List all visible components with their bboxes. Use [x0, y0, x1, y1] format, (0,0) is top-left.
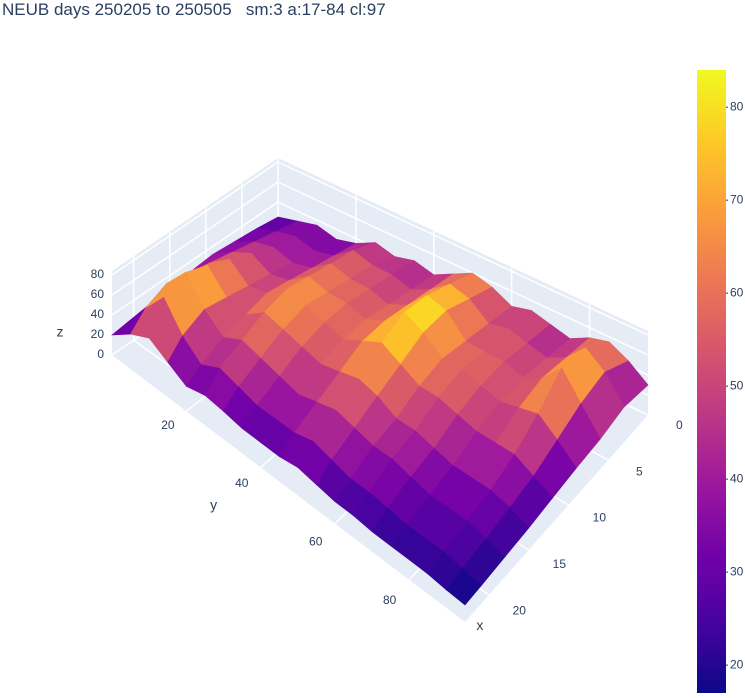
y-tick-label: 40: [235, 476, 249, 490]
colorbar-tick-label: 60: [730, 285, 744, 299]
grid-line: [111, 181, 279, 296]
colorbar: [697, 70, 726, 693]
x-tick-label: 0: [676, 418, 683, 432]
z-tick-label: 20: [91, 327, 105, 341]
scene: 0 5 10 15 20 20 40 60 80 0 20 40 60 80 x y z: [57, 158, 683, 633]
y-axis-title: y: [210, 496, 217, 512]
colorbar-tick-label: 50: [730, 378, 744, 392]
grid-line: [111, 201, 279, 316]
y-tick-label: 60: [309, 535, 323, 549]
x-tick-label: 20: [513, 603, 527, 617]
z-axis-title: z: [57, 324, 64, 340]
z-tick-label: 60: [91, 287, 105, 301]
x-tick-label: 15: [553, 557, 567, 571]
z-tick-label: 80: [91, 267, 105, 281]
x-axis-title: x: [476, 617, 483, 633]
z-tick-label: 40: [91, 307, 105, 321]
colorbar-tick-label: 40: [730, 471, 744, 485]
colorbar-tick-label: 70: [730, 192, 744, 206]
x-tick-label: 10: [593, 511, 607, 525]
grid-line: [111, 161, 279, 276]
y-tick-label: 20: [161, 418, 175, 432]
grid-line: [277, 161, 649, 336]
colorbar-tick-label: 80: [730, 99, 744, 113]
y-tick-label: 80: [383, 593, 397, 607]
colorbar-tick-label: 20: [730, 657, 744, 671]
grid-line: [277, 181, 649, 356]
z-tick-label: 0: [97, 347, 104, 361]
surface-cell: [445, 567, 482, 606]
x-tick-label: 5: [636, 464, 643, 478]
colorbar-tick-label: 30: [730, 564, 744, 578]
chart-title: NEUB days 250205 to 250505 sm:3 a:17-84 …: [2, 0, 386, 19]
